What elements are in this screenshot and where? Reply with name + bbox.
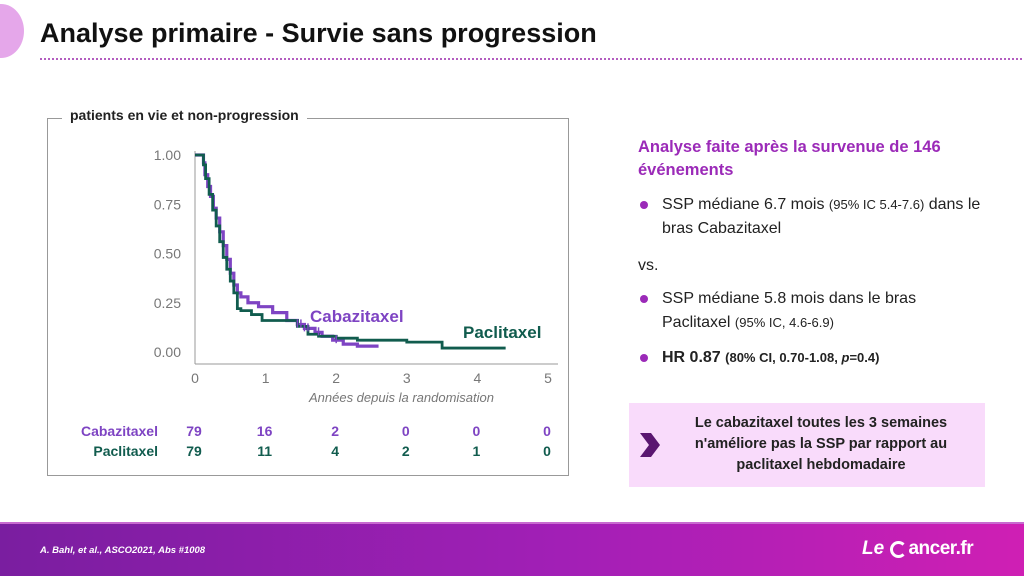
risk-count: 0 xyxy=(472,423,481,439)
risk-count: 1 xyxy=(472,443,481,459)
y-tick-label: 0.75 xyxy=(154,196,181,212)
bullet-ci: (95% IC 5.4-7.6) xyxy=(828,197,925,212)
bullet-tail: dans le bras Cabazitaxel xyxy=(662,196,981,237)
site-logo[interactable]: Le ancer.fr xyxy=(862,538,974,560)
corner-decoration xyxy=(0,4,24,58)
page-title: Analyse primaire - Survie sans progressi… xyxy=(40,18,597,48)
y-tick-label: 0.50 xyxy=(154,246,181,262)
conclusion-box: Le cabazitaxel toutes les 3 semaines n'a… xyxy=(629,403,985,487)
paclitaxel-curve xyxy=(195,153,506,350)
x-tick-label: 3 xyxy=(403,370,411,386)
hr-p-symbol: p xyxy=(841,350,850,365)
logo-rest: ancer.fr xyxy=(908,538,974,559)
chart-panel: 0.00 0.25 0.50 0.75 1.00 0 1 2 3 4 5 Années depuis … xyxy=(47,118,569,476)
y-tick-label: 0.25 xyxy=(154,295,181,311)
series-label-cabazitaxel: Cabazitaxel xyxy=(310,307,404,326)
km-chart: 0.00 0.25 0.50 0.75 1.00 0 1 2 3 4 5 Années depuis … xyxy=(154,147,558,405)
bullet-main: SSP médiane 6.7 mois xyxy=(662,196,829,213)
risk-row-label: Paclitaxel xyxy=(93,443,158,459)
risk-count: 2 xyxy=(401,443,410,459)
vs-text: vs. xyxy=(638,257,659,274)
risk-count: 0 xyxy=(401,423,410,439)
hr-p-value: =0.4) xyxy=(849,350,880,365)
y-tick-label: 0.00 xyxy=(154,344,181,360)
bullet-dot xyxy=(640,295,648,303)
bullet-dot xyxy=(640,354,648,362)
hr-ci: (80% CI, 0.70-1.08, xyxy=(725,350,842,365)
risk-count: 2 xyxy=(331,423,340,439)
logo-c-mark xyxy=(890,541,908,558)
y-tick-label: 1.00 xyxy=(154,147,181,163)
footer-divider xyxy=(0,522,1024,524)
bullet-text: HR 0.87 (80% CI, 0.70-1.08, p=0.4) xyxy=(662,346,983,370)
risk-count: 11 xyxy=(257,443,272,459)
logo-le: Le xyxy=(862,538,885,559)
bullet-main: SSP médiane 5.8 mois dans le bras Paclit… xyxy=(662,290,917,331)
x-tick-label: 5 xyxy=(544,370,552,386)
risk-count: 4 xyxy=(331,443,340,459)
conclusion-text: Le cabazitaxel toutes les 3 semaines n'a… xyxy=(694,415,948,473)
x-tick-label: 2 xyxy=(332,370,340,386)
bullet-ci: (95% IC, 4.6-6.9) xyxy=(734,315,834,330)
bullet-text: SSP médiane 6.7 mois (95% IC 5.4-7.6) da… xyxy=(662,193,983,241)
chart-title: patients en vie et non-progression xyxy=(62,107,307,123)
risk-count: 79 xyxy=(186,443,202,459)
risk-count: 79 xyxy=(186,423,202,439)
bullet-hr: HR 0.87 (80% CI, 0.70-1.08, p=0.4) xyxy=(638,346,983,370)
summary-heading: Analyse faite après la survenue de 146 é… xyxy=(638,138,941,179)
bullet-paclitaxel: SSP médiane 5.8 mois dans le bras Paclit… xyxy=(638,287,983,335)
chevron-right-icon xyxy=(640,433,660,457)
x-tick-label: 0 xyxy=(191,370,199,386)
bullet-dot xyxy=(640,201,648,209)
series-label-paclitaxel: Paclitaxel xyxy=(463,323,541,342)
cabazitaxel-curve xyxy=(195,153,379,348)
risk-count: 0 xyxy=(543,443,551,459)
risk-row-label: Cabazitaxel xyxy=(80,423,158,439)
x-tick-label: 4 xyxy=(474,370,482,386)
x-tick-label: 1 xyxy=(262,370,270,386)
risk-count: 16 xyxy=(256,423,273,439)
footer-citation: A. Bahl, et al., ASCO2021, Abs #1008 xyxy=(40,545,206,556)
risk-count: 0 xyxy=(543,423,551,439)
x-axis-label: Années depuis la randomisation xyxy=(308,390,494,405)
hr-value: HR 0.87 xyxy=(662,349,726,366)
title-divider xyxy=(40,58,1022,60)
footer-bar xyxy=(0,524,1024,576)
bullet-cabazitaxel: SSP médiane 6.7 mois (95% IC 5.4-7.6) da… xyxy=(638,193,983,241)
bullet-text: SSP médiane 5.8 mois dans le bras Paclit… xyxy=(662,287,983,335)
